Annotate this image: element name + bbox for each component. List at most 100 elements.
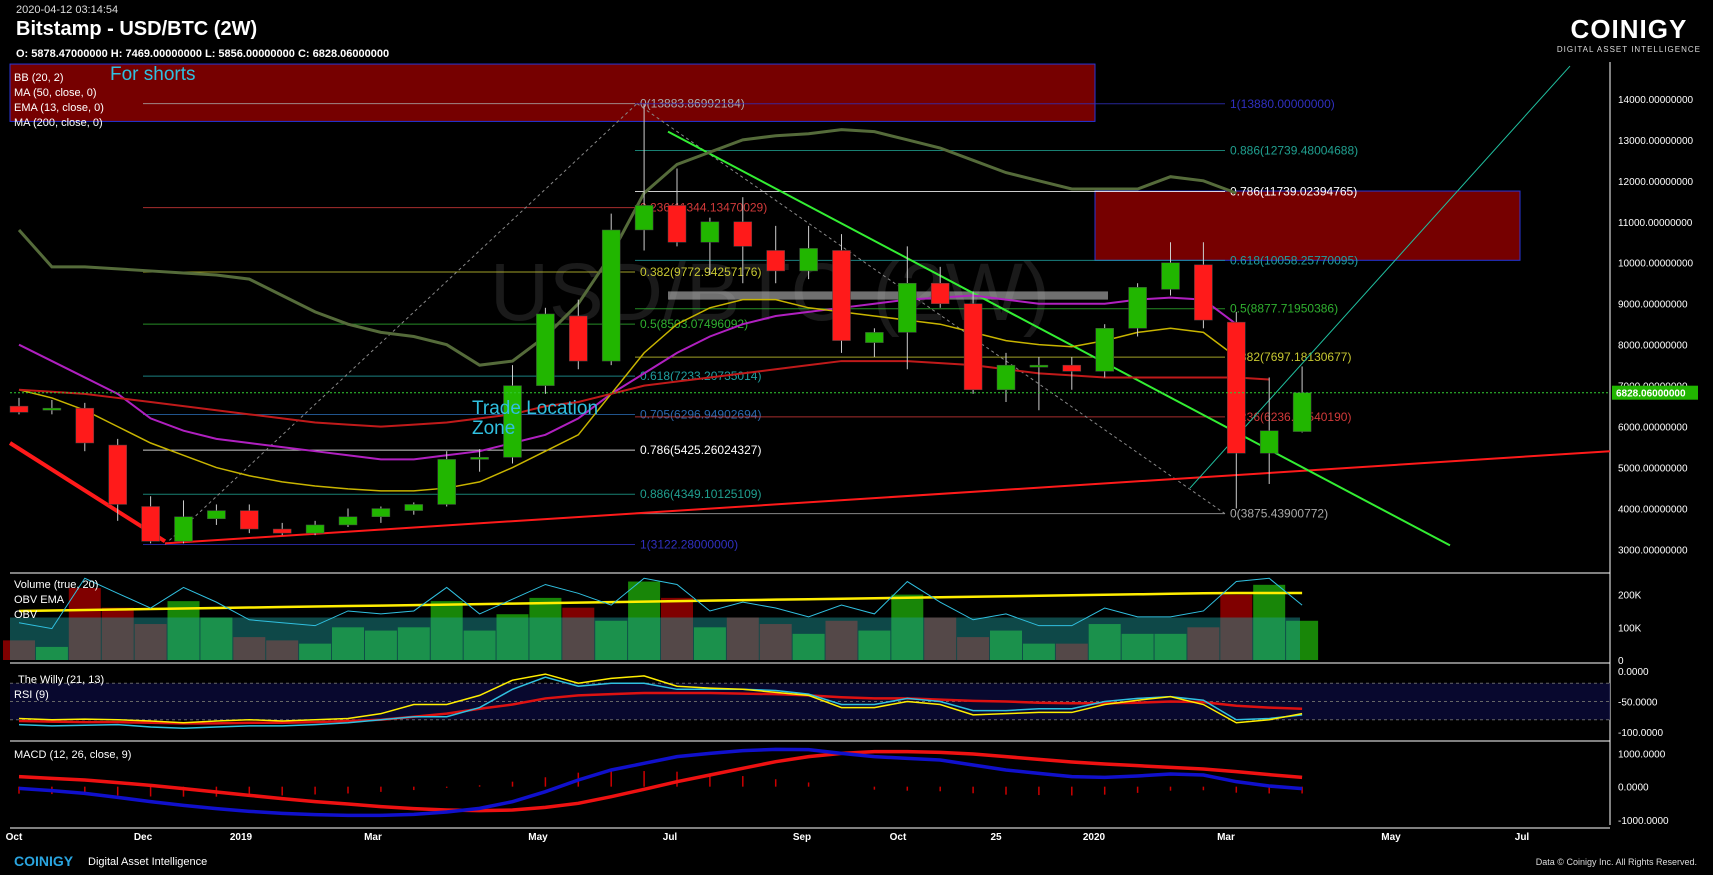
- candle-body: [1029, 364, 1049, 368]
- coinigy-logo: COINIGY DIGITAL ASSET INTELLIGENCE: [1557, 14, 1701, 54]
- volume-bar: [858, 630, 891, 660]
- candle-body: [1227, 321, 1246, 454]
- volume-bar: [1121, 633, 1154, 660]
- volume-bar: [233, 637, 266, 660]
- candle-body: [470, 457, 489, 460]
- volume-bar: [1286, 620, 1319, 660]
- volume-bar: [1253, 584, 1286, 660]
- x-tick-label: Mar: [364, 832, 382, 843]
- fib-level-label: 0.618(7233.20735014): [640, 369, 761, 383]
- candle-body: [667, 205, 687, 243]
- x-tick-label: Oct: [890, 832, 907, 843]
- y-tick-label: 3000.00000000: [1618, 546, 1688, 557]
- candle-body: [338, 516, 358, 526]
- volume-bar: [792, 633, 825, 660]
- volume-bar: [167, 601, 200, 660]
- candle-body: [503, 385, 522, 458]
- volume-bar: [726, 617, 759, 660]
- fib-level-label: 0.5(8877.71950386): [1230, 302, 1338, 316]
- volume-title: Volume (true, 20): [14, 579, 98, 591]
- macd-y-tick: -1000.0000: [1618, 816, 1669, 827]
- candle-body: [174, 516, 193, 542]
- candle-body: [963, 303, 983, 390]
- y-tick-label: 10000.00000000: [1618, 259, 1694, 270]
- y-tick-label: 8000.00000000: [1618, 341, 1688, 352]
- obv-label: OBV: [14, 609, 38, 621]
- volume-bar: [562, 607, 595, 660]
- volume-bar: [1187, 627, 1220, 660]
- candle-body: [1292, 392, 1312, 432]
- y-tick-label: 5000.00000000: [1618, 464, 1688, 475]
- volume-bar: [3, 640, 35, 660]
- volume-bar: [1154, 633, 1187, 660]
- candle-body: [1259, 430, 1279, 454]
- fib-level-label: 0.382(9772.94257176): [640, 265, 761, 279]
- macd-line: [18, 747, 1303, 818]
- volume-bar: [1022, 643, 1055, 660]
- volume-bar: [595, 620, 628, 660]
- volume-bar: [529, 597, 562, 660]
- candle-body: [272, 528, 292, 534]
- fib-level-label: 0.382(7697.18130677): [1230, 350, 1351, 364]
- volume-y-tick: 100K: [1618, 623, 1642, 634]
- candle-body: [42, 407, 62, 411]
- volume-bar: [957, 637, 990, 660]
- y-tick-label: 6000.00000000: [1618, 423, 1688, 434]
- resistance-trendline: [667, 130, 1451, 547]
- x-tick-label: Mar: [1217, 832, 1235, 843]
- candle-body: [1194, 264, 1213, 321]
- volume-bar: [661, 597, 693, 660]
- volume-bar: [101, 607, 134, 660]
- macd-y-tick: 1000.0000: [1618, 749, 1666, 760]
- volume-bar: [463, 630, 496, 660]
- annotation-for-shorts: For shorts: [110, 64, 196, 85]
- ema-13-line: [18, 298, 1237, 492]
- last-price-badge: [1612, 385, 1698, 400]
- downtrend-line: [8, 441, 167, 544]
- candle-body: [75, 407, 95, 444]
- short-zone-left: [9, 63, 1096, 122]
- x-tick-label: 2020: [1083, 832, 1106, 843]
- willy-line: [18, 673, 1303, 724]
- bb-upper-band: [18, 294, 1237, 461]
- x-tick-label: Dec: [134, 832, 153, 843]
- y-tick-label: 11000.00000000: [1618, 218, 1693, 229]
- candle-body: [207, 510, 226, 520]
- volume-bar: [68, 588, 101, 660]
- candle-body: [305, 524, 325, 534]
- volume-y-tick: 200K: [1618, 591, 1642, 602]
- willy-signal-line: [18, 691, 1303, 725]
- candle-body: [536, 313, 555, 386]
- volume-bar: [1088, 624, 1121, 660]
- volume-bar: [825, 620, 858, 660]
- volume-y-tick: 0: [1618, 656, 1624, 667]
- obv-line: [18, 577, 1303, 630]
- candle-body: [865, 332, 884, 343]
- candle-body: [700, 221, 720, 243]
- willy-title: The Willy (21, 13): [18, 674, 104, 686]
- fib-level-label: 0.786(11739.02394765): [1230, 184, 1357, 198]
- x-tick-label: Oct: [6, 832, 23, 843]
- candle-body: [766, 250, 785, 272]
- volume-bar: [266, 640, 299, 660]
- macd-title: MACD (12, 26, close, 9): [14, 749, 131, 761]
- willy-y-tick: -100.0000: [1618, 728, 1663, 739]
- candle-body: [437, 459, 456, 505]
- fib-level-label: 0.886(4349.10125109): [640, 487, 761, 501]
- ma-200-line: [18, 360, 1270, 428]
- fib-level-label: 1(3122.28000000): [640, 538, 738, 552]
- x-tick-label: 2019: [230, 832, 253, 843]
- y-tick-label: 4000.00000000: [1618, 505, 1688, 516]
- footer-copyright: Data © Coinigy Inc. All Rights Reserved.: [1535, 857, 1697, 867]
- volume-bar: [693, 627, 726, 660]
- indicator-legend: MA (50, close, 0): [14, 87, 97, 99]
- annotation-trade-zone-2: Zone: [472, 418, 515, 439]
- last-price-label: 6828.06000000: [1616, 389, 1686, 400]
- candle-body: [1062, 364, 1082, 372]
- volume-bar: [759, 624, 792, 660]
- candle-body: [733, 221, 753, 247]
- fib-level-label: 0.236(11344.13470029): [640, 201, 767, 215]
- annotation-trade-zone-1: Trade Location: [472, 398, 598, 419]
- rsi-line: [18, 676, 1303, 730]
